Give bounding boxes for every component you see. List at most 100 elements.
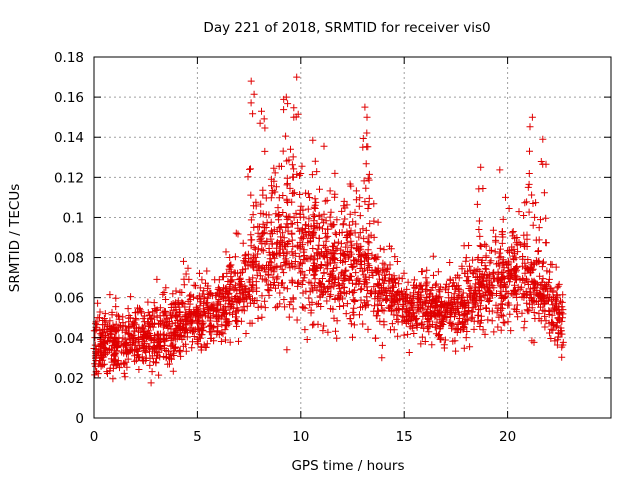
data-point bbox=[481, 240, 489, 248]
data-point bbox=[366, 220, 374, 228]
data-point bbox=[320, 210, 328, 218]
data-point bbox=[532, 257, 540, 265]
x-axis-label: GPS time / hours bbox=[291, 458, 404, 474]
data-point bbox=[333, 334, 341, 342]
data-point bbox=[132, 316, 140, 324]
data-point bbox=[337, 240, 345, 248]
data-point bbox=[121, 328, 129, 336]
data-point bbox=[194, 294, 202, 302]
data-point bbox=[235, 337, 242, 345]
data-point bbox=[437, 283, 445, 291]
data-point bbox=[128, 341, 136, 349]
data-point bbox=[364, 205, 372, 212]
data-point bbox=[124, 305, 132, 313]
data-point bbox=[524, 183, 532, 191]
data-point bbox=[403, 285, 411, 293]
data-point bbox=[511, 289, 519, 297]
data-point bbox=[290, 104, 298, 112]
data-point bbox=[539, 135, 547, 143]
data-point bbox=[265, 287, 273, 295]
data-point bbox=[434, 311, 442, 319]
data-point bbox=[299, 304, 307, 311]
data-point bbox=[163, 321, 170, 329]
data-point bbox=[271, 169, 279, 177]
data-point bbox=[283, 285, 291, 293]
data-point bbox=[280, 252, 288, 260]
data-point bbox=[156, 342, 164, 350]
data-point bbox=[170, 347, 178, 355]
data-point bbox=[289, 242, 297, 250]
data-point bbox=[509, 286, 517, 294]
data-point bbox=[364, 238, 372, 246]
data-point bbox=[278, 279, 285, 287]
data-point bbox=[249, 211, 257, 219]
data-point bbox=[371, 254, 379, 261]
data-point bbox=[378, 341, 386, 349]
data-point bbox=[108, 358, 116, 366]
data-point bbox=[291, 258, 299, 265]
data-point bbox=[519, 276, 527, 284]
data-point bbox=[157, 335, 165, 343]
data-point bbox=[513, 294, 521, 301]
data-point bbox=[371, 302, 378, 310]
data-point bbox=[450, 282, 458, 290]
data-point bbox=[499, 312, 507, 320]
data-point bbox=[160, 289, 168, 296]
data-point bbox=[182, 347, 190, 355]
data-point bbox=[515, 238, 523, 246]
data-point bbox=[148, 320, 156, 328]
data-point bbox=[253, 284, 261, 292]
data-point bbox=[468, 313, 476, 321]
data-point bbox=[359, 320, 367, 328]
data-point bbox=[497, 287, 505, 295]
data-point bbox=[275, 240, 283, 248]
data-point bbox=[204, 294, 212, 302]
data-point bbox=[315, 234, 323, 242]
y-tick-label: 0.02 bbox=[54, 371, 84, 387]
data-point bbox=[360, 235, 368, 243]
data-point bbox=[339, 250, 347, 257]
data-point bbox=[378, 354, 386, 362]
data-point bbox=[371, 289, 379, 297]
data-point bbox=[226, 254, 234, 261]
data-point bbox=[306, 301, 314, 309]
data-point bbox=[300, 256, 308, 263]
data-point bbox=[458, 298, 466, 306]
data-point bbox=[320, 142, 328, 150]
data-point bbox=[541, 307, 549, 315]
data-point bbox=[306, 194, 314, 201]
data-point bbox=[513, 301, 521, 309]
data-point bbox=[135, 354, 143, 362]
data-point bbox=[458, 262, 466, 270]
data-point bbox=[535, 224, 543, 232]
data-point bbox=[249, 252, 257, 260]
data-point bbox=[530, 309, 538, 316]
data-point bbox=[484, 316, 492, 324]
data-point bbox=[186, 315, 194, 323]
data-point bbox=[462, 310, 470, 318]
data-point bbox=[436, 325, 444, 333]
data-point bbox=[384, 264, 392, 272]
data-point bbox=[436, 316, 444, 324]
data-point bbox=[91, 371, 99, 379]
data-point bbox=[236, 281, 244, 289]
data-point bbox=[98, 347, 106, 355]
data-point bbox=[281, 261, 289, 269]
data-point bbox=[376, 275, 383, 283]
data-point bbox=[268, 240, 276, 248]
data-point bbox=[345, 276, 353, 284]
data-point bbox=[482, 265, 490, 273]
data-point bbox=[305, 278, 313, 286]
data-point bbox=[505, 205, 513, 212]
data-point bbox=[419, 304, 427, 312]
data-point bbox=[434, 268, 442, 276]
data-point bbox=[319, 327, 327, 335]
data-point bbox=[193, 318, 201, 326]
data-point bbox=[309, 256, 317, 264]
data-point bbox=[257, 209, 265, 217]
data-point bbox=[424, 316, 432, 323]
data-point bbox=[221, 326, 229, 334]
data-point bbox=[462, 334, 470, 342]
data-point bbox=[425, 328, 433, 336]
data-point bbox=[92, 354, 99, 362]
